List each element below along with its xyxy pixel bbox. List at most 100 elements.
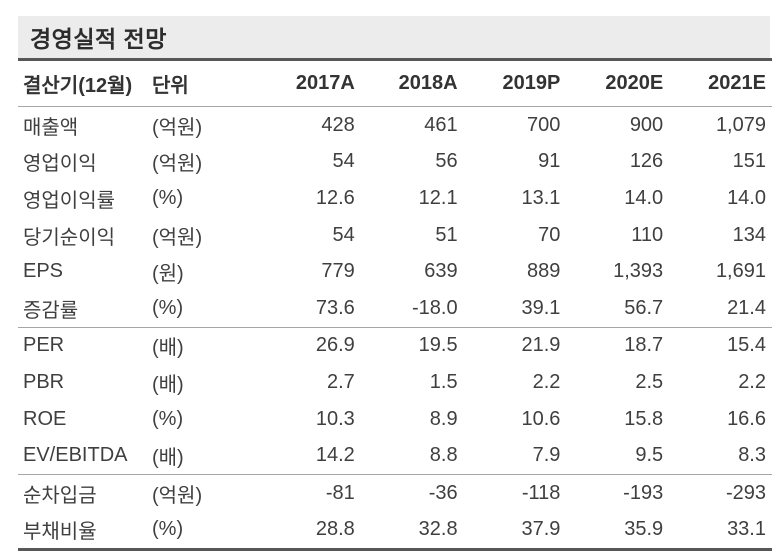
table-row: PBR (배) 2.7 1.5 2.2 2.5 2.2 bbox=[18, 364, 772, 401]
row-label: 영업이익률 bbox=[23, 189, 115, 212]
cell-value: 779 bbox=[321, 260, 355, 283]
table-row: 영업이익 (억원) 54 56 91 126 151 bbox=[18, 144, 772, 181]
cell-value: 900 bbox=[629, 113, 664, 136]
row-label: 부채비율 bbox=[23, 521, 97, 544]
column-header: 2020E bbox=[566, 61, 670, 107]
cell-value: 9.5 bbox=[635, 444, 664, 467]
header-row: 결산기(12월) 단위 2017A 2018A 2019P 2020E 2021E bbox=[18, 61, 772, 107]
column-header: 2021E bbox=[669, 61, 772, 107]
cell-value: 639 bbox=[424, 260, 458, 283]
row-label: ROE bbox=[23, 407, 67, 430]
cell-value: 54 bbox=[332, 150, 355, 173]
cell-value: 54 bbox=[332, 223, 355, 246]
row-unit: (배) bbox=[152, 447, 184, 470]
cell-value: 700 bbox=[527, 113, 561, 136]
cell-value: 19.5 bbox=[360, 326, 464, 365]
table-row: PER (배) 26.9 19.5 21.9 18.7 15.4 bbox=[18, 326, 772, 365]
row-label: 영업이익 bbox=[23, 153, 97, 176]
cell-value: 2.5 bbox=[635, 370, 664, 393]
row-label: 매출액 bbox=[23, 116, 79, 139]
row-unit: (%) bbox=[152, 518, 184, 541]
cell-value: 33.1 bbox=[727, 518, 766, 541]
row-unit: (억원) bbox=[152, 473, 258, 512]
cell-value: 14.0 bbox=[624, 186, 664, 209]
cell-value: 10.3 bbox=[315, 407, 355, 430]
row-unit: (억원) bbox=[152, 116, 203, 139]
cell-value: 39.1 bbox=[521, 296, 561, 319]
cell-value: -293 bbox=[669, 473, 772, 512]
cell-value: 8.9 bbox=[429, 407, 458, 430]
cell-value: 151 bbox=[732, 150, 766, 173]
table-row: EV/EBITDA (배) 14.2 8.8 7.9 9.5 8.3 bbox=[18, 437, 772, 474]
row-unit: (%) bbox=[152, 407, 184, 430]
row-label: 순차입금 bbox=[18, 473, 152, 512]
cell-value: 1.5 bbox=[429, 370, 458, 393]
table-title-bar: 경영실적 전망 bbox=[18, 16, 770, 58]
bottom-rule bbox=[18, 548, 772, 551]
column-header: 단위 bbox=[152, 61, 258, 107]
cell-value: 13.1 bbox=[521, 186, 561, 209]
top-rule bbox=[18, 58, 772, 61]
table-row: 당기순이익 (억원) 54 51 70 110 134 bbox=[18, 217, 772, 254]
table-row: ROE (%) 10.3 8.9 10.6 15.8 16.6 bbox=[18, 401, 772, 438]
table-row: EPS (원) 779 639 889 1,393 1,691 bbox=[18, 253, 772, 290]
cell-value: -81 bbox=[258, 473, 361, 512]
cell-value: -118 bbox=[463, 473, 567, 512]
table-row: 매출액 (억원) 428 461 700 900 1,079 bbox=[18, 107, 772, 144]
row-label: 증감률 bbox=[23, 299, 79, 322]
cell-value: 8.8 bbox=[429, 444, 458, 467]
cell-value: 15.8 bbox=[624, 407, 664, 430]
cell-value: 21.9 bbox=[463, 326, 567, 365]
cell-value: 21.4 bbox=[727, 296, 766, 319]
row-unit: (원) bbox=[152, 263, 184, 286]
cell-value: 8.3 bbox=[738, 444, 766, 467]
column-header: 결산기(12월) bbox=[18, 61, 152, 107]
cell-value: 35.9 bbox=[624, 518, 664, 541]
cell-value: 56.7 bbox=[624, 296, 664, 319]
cell-value: 1,691 bbox=[715, 260, 766, 283]
cell-value: 14.2 bbox=[315, 444, 355, 467]
cell-value: 12.1 bbox=[418, 186, 458, 209]
cell-value: 56 bbox=[435, 150, 458, 173]
cell-value: 91 bbox=[538, 150, 561, 173]
row-label: EPS bbox=[23, 260, 64, 283]
cell-value: 51 bbox=[435, 223, 458, 246]
cell-value: 37.9 bbox=[521, 518, 561, 541]
cell-value: 428 bbox=[321, 113, 355, 136]
column-header: 2017A bbox=[258, 61, 361, 107]
table-row: 증감률 (%) 73.6 -18.0 39.1 56.7 21.4 bbox=[18, 290, 772, 327]
cell-value: 10.6 bbox=[521, 407, 561, 430]
cell-value: -36 bbox=[360, 473, 464, 512]
row-label: PER bbox=[18, 326, 152, 365]
column-header: 2019P bbox=[463, 61, 567, 107]
row-unit: (억원) bbox=[152, 226, 203, 249]
table-header: 결산기(12월) 단위 2017A 2018A 2019P 2020E 2021E bbox=[18, 61, 772, 107]
cell-value: -193 bbox=[566, 473, 670, 512]
table-body: 매출액 (억원) 428 461 700 900 1,079 영업이익 (억원) 54 56 91 12… bbox=[18, 107, 772, 549]
row-label: PBR bbox=[23, 370, 65, 393]
column-header: 2018A bbox=[360, 61, 464, 107]
cell-value: 32.8 bbox=[418, 518, 458, 541]
cell-value: 18.7 bbox=[566, 326, 670, 365]
cell-value: 26.9 bbox=[258, 326, 361, 365]
row-unit: (배) bbox=[152, 373, 184, 396]
table-row: 순차입금 (억원) -81 -36 -118 -193 -293 bbox=[18, 473, 772, 512]
cell-value: -18.0 bbox=[412, 296, 458, 319]
table-title: 경영실적 전망 bbox=[30, 26, 167, 52]
row-unit: (억원) bbox=[152, 153, 203, 176]
row-unit: (배) bbox=[152, 326, 258, 365]
table-row: 부채비율 (%) 28.8 32.8 37.9 35.9 33.1 bbox=[18, 512, 772, 549]
cell-value: 889 bbox=[527, 260, 561, 283]
cell-value: 16.6 bbox=[727, 407, 766, 430]
cell-value: 134 bbox=[732, 223, 766, 246]
cell-value: 15.4 bbox=[669, 326, 772, 365]
cell-value: 2.2 bbox=[532, 370, 561, 393]
financial-table: 결산기(12월) 단위 2017A 2018A 2019P 2020E 2021E 매출액 (… bbox=[18, 61, 772, 548]
cell-value: 73.6 bbox=[315, 296, 355, 319]
row-label: 당기순이익 bbox=[23, 226, 115, 249]
table-row: 영업이익률 (%) 12.6 12.1 13.1 14.0 14.0 bbox=[18, 180, 772, 217]
cell-value: 2.7 bbox=[326, 370, 355, 393]
row-label: EV/EBITDA bbox=[23, 444, 128, 467]
cell-value: 1,393 bbox=[613, 260, 664, 283]
row-unit: (%) bbox=[152, 186, 184, 209]
